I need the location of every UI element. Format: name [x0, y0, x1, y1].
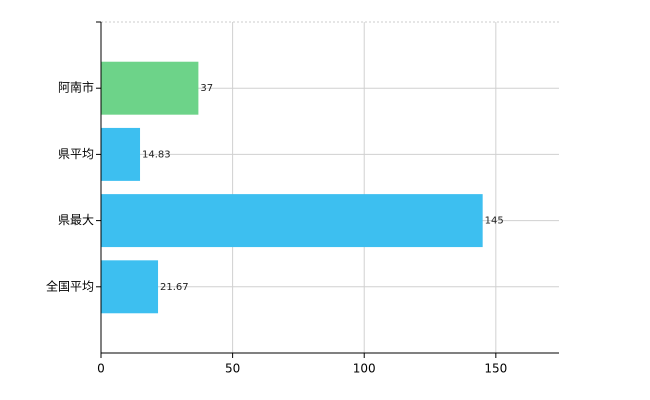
bar [101, 260, 159, 314]
y-tick-label: 県最大 [58, 213, 94, 227]
value-label: 37 [200, 83, 213, 94]
bar [101, 194, 483, 248]
value-label: 145 [485, 216, 504, 227]
x-tick-label: 150 [484, 362, 507, 376]
y-tick-label: 阿南市 [58, 80, 94, 95]
x-tick-label: 0 [97, 362, 105, 376]
y-tick-label: 全国平均 [46, 278, 94, 293]
y-tick-label: 県平均 [58, 147, 94, 161]
x-tick-label: 100 [353, 362, 376, 376]
value-label: 14.83 [142, 149, 171, 160]
value-label: 21.67 [160, 282, 189, 293]
bar [101, 127, 141, 181]
bar [101, 61, 199, 115]
x-tick-label: 50 [225, 362, 240, 376]
